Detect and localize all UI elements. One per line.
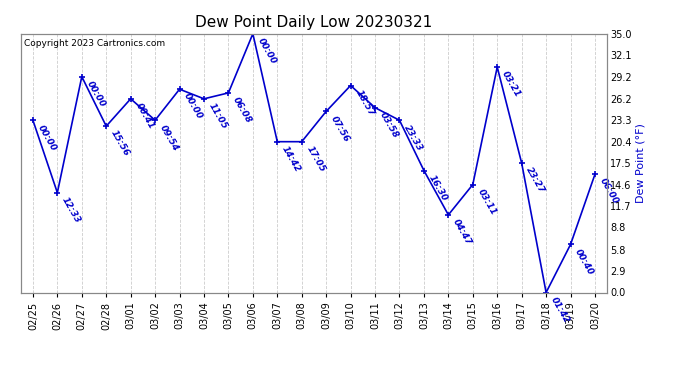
Text: 11:05: 11:05 [207,102,229,131]
Text: 00:41: 00:41 [133,102,155,131]
Text: 23:27: 23:27 [524,166,546,195]
Text: 09:54: 09:54 [158,123,180,152]
Text: 00:00: 00:00 [36,123,58,152]
Text: 06:00: 06:00 [598,177,620,206]
Y-axis label: Dew Point (°F): Dew Point (°F) [635,123,646,203]
Text: 03:21: 03:21 [500,70,522,99]
Text: 23:33: 23:33 [402,123,424,152]
Text: 16:30: 16:30 [426,173,449,202]
Text: 04:47: 04:47 [451,217,473,247]
Text: 12:33: 12:33 [60,195,82,225]
Text: 01:42: 01:42 [549,295,571,325]
Text: 14:42: 14:42 [280,144,302,174]
Text: 00:40: 00:40 [573,247,595,276]
Text: 06:08: 06:08 [231,96,253,125]
Text: 03:11: 03:11 [475,188,497,217]
Text: 17:05: 17:05 [304,144,326,174]
Text: 15:56: 15:56 [109,129,131,158]
Text: 00:00: 00:00 [85,80,107,109]
Title: Dew Point Daily Low 20230321: Dew Point Daily Low 20230321 [195,15,433,30]
Text: 18:57: 18:57 [353,88,375,118]
Text: 00:00: 00:00 [182,92,204,121]
Text: 03:58: 03:58 [378,111,400,140]
Text: 00:00: 00:00 [255,36,278,66]
Text: 07:56: 07:56 [329,114,351,144]
Text: Copyright 2023 Cartronics.com: Copyright 2023 Cartronics.com [23,39,165,48]
